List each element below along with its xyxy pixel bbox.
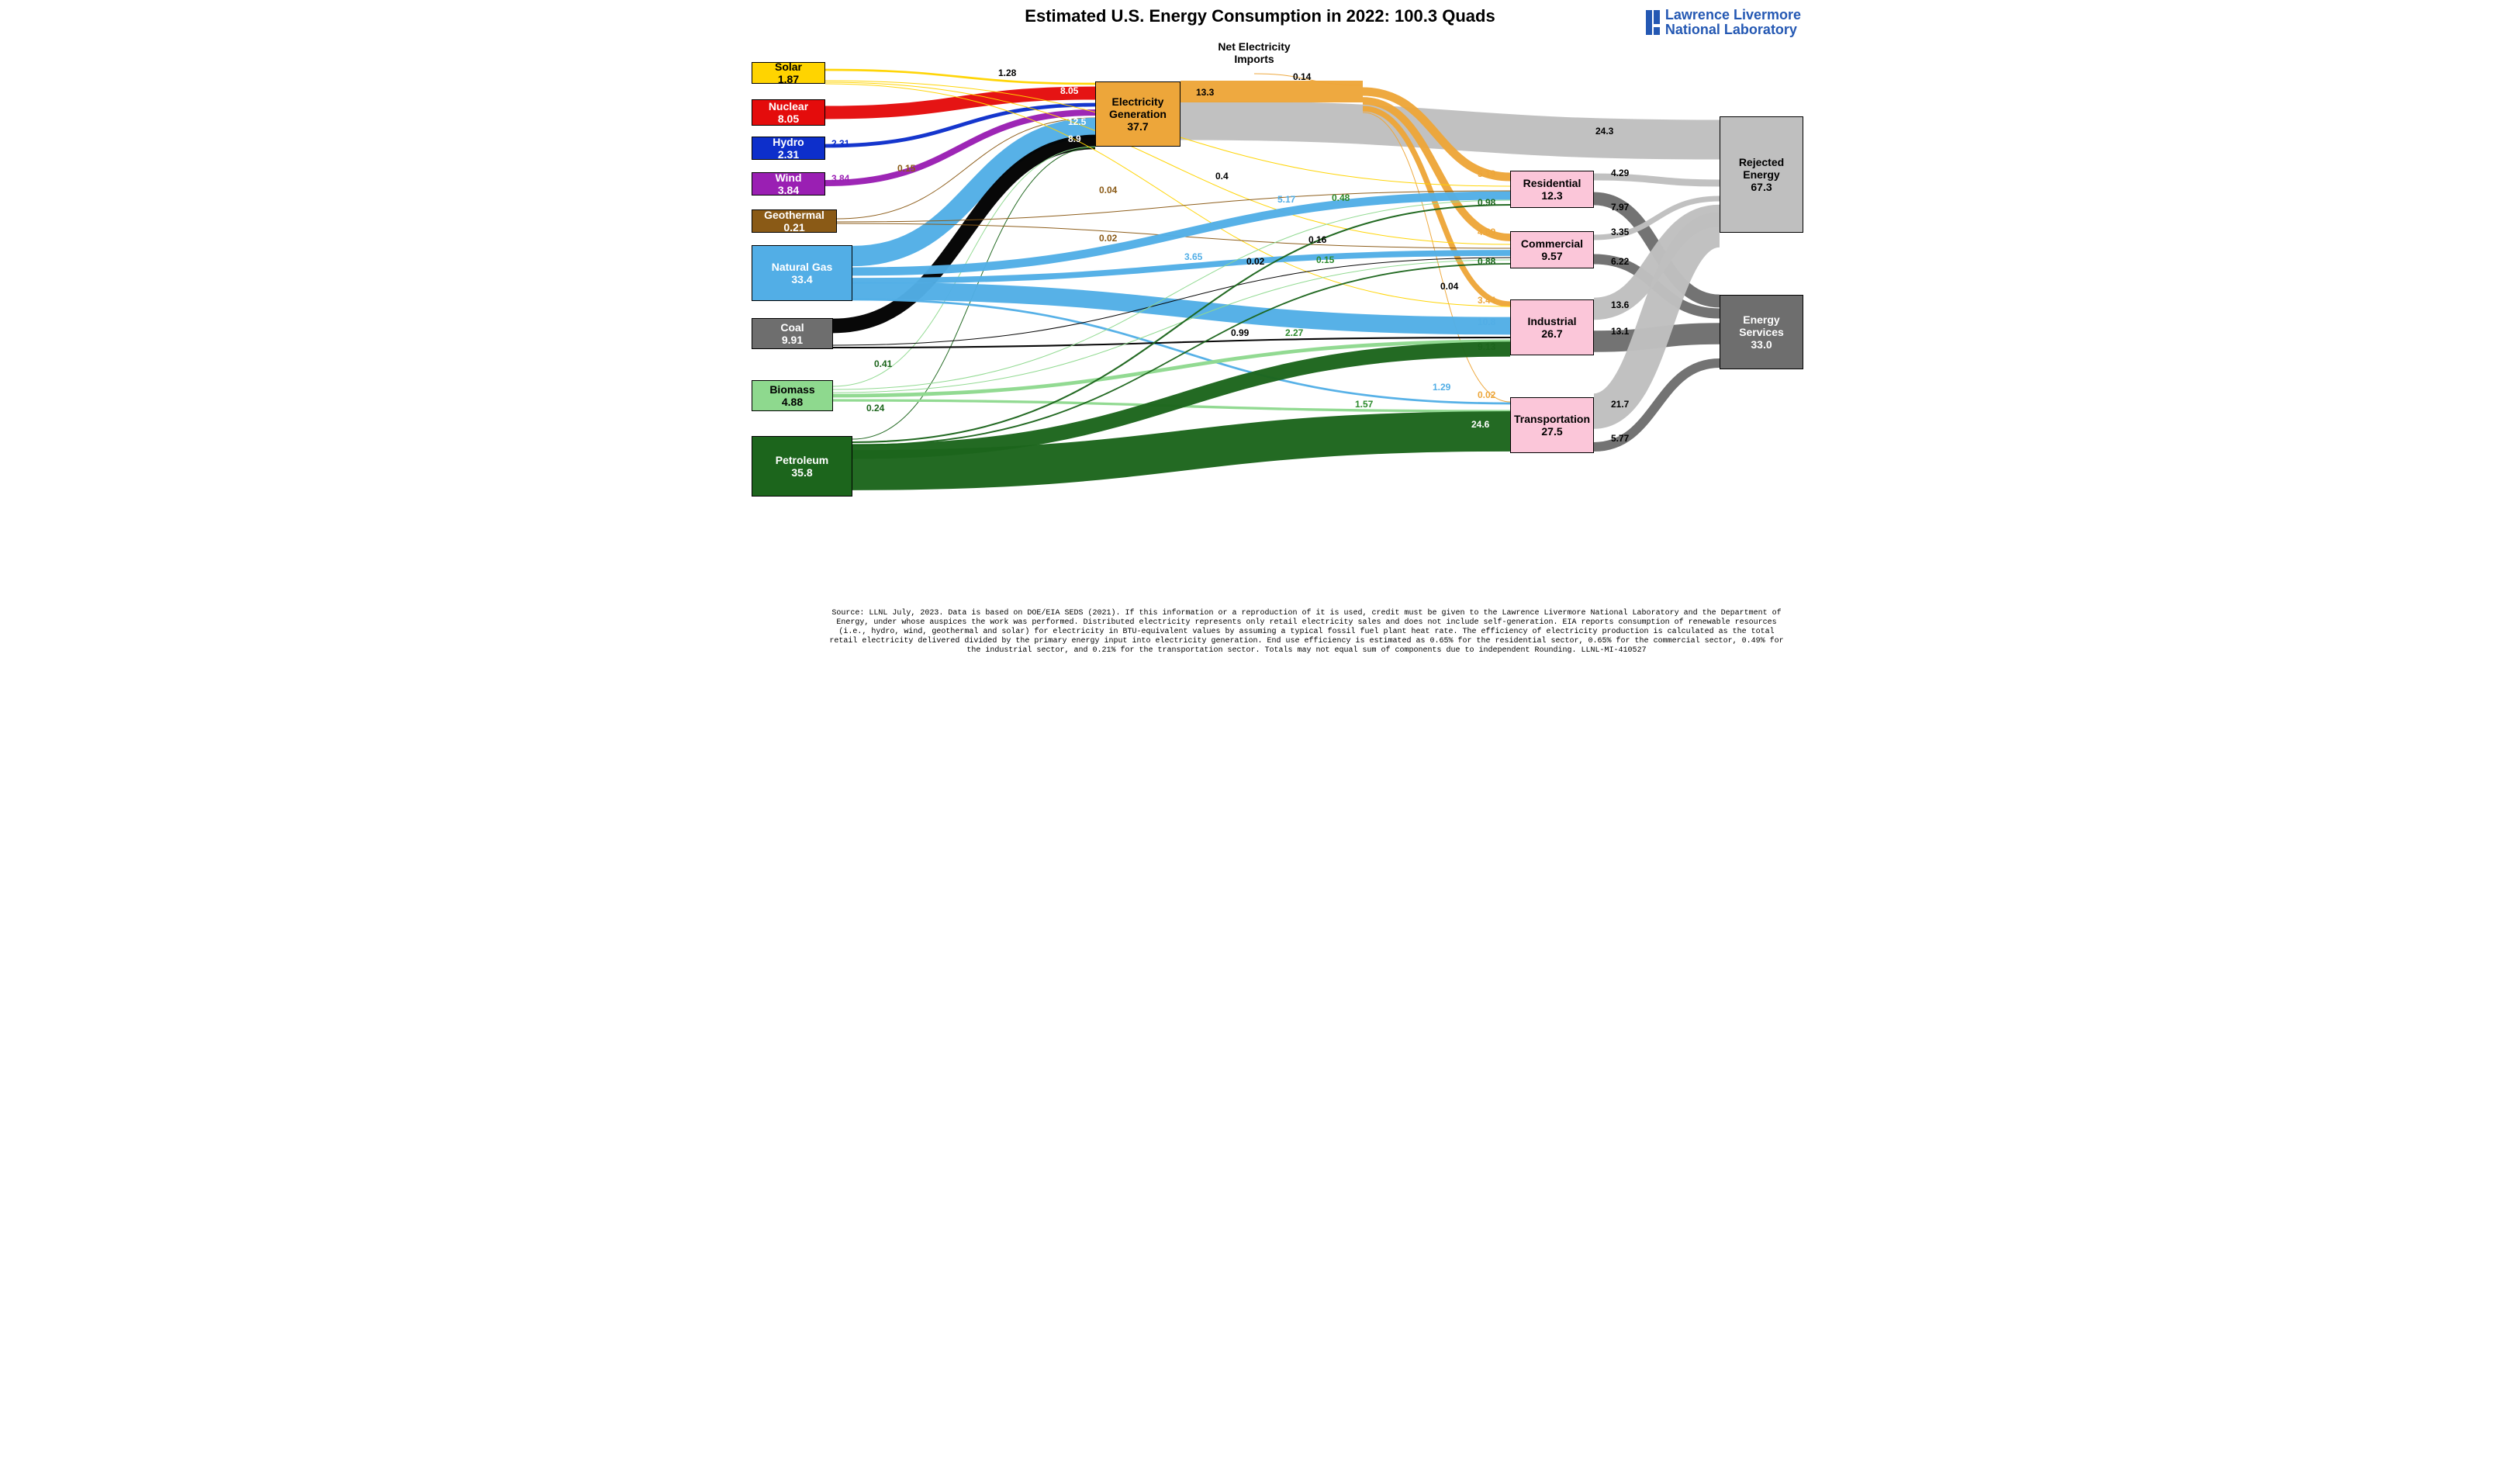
flow-label-natgas-residential: 5.17 <box>1277 194 1295 205</box>
node-wind-label: Wind <box>775 171 801 184</box>
flow-label-natgas-elecgen: 12.5 <box>1068 116 1086 127</box>
node-transportation: Transportation 27.5 <box>1510 397 1594 453</box>
flow-label-elecbus-industrial: 3.44 <box>1478 295 1495 306</box>
flow-label-elecbus-residential: 5.19 <box>1478 168 1495 179</box>
flow-label-natgas-transportation: 1.29 <box>1433 382 1450 393</box>
flow-label-natgas-industrial: 10.8 <box>1478 317 1495 327</box>
node-rejected-label: RejectedEnergy <box>1739 156 1784 181</box>
node-natgas-value: 33.4 <box>791 273 812 286</box>
node-geo: Geothermal 0.21 <box>752 209 837 233</box>
flow-label-biomass-residential: 0.48 <box>1332 192 1350 203</box>
node-residential-label: Residential <box>1523 177 1581 189</box>
node-wind-value: 3.84 <box>778 184 799 196</box>
node-commercial-value: 9.57 <box>1541 250 1562 262</box>
flow-label-petroleum-industrial: 9.13 <box>1478 341 1495 352</box>
node-elecgen-value: 37.7 <box>1127 120 1148 133</box>
node-transportation-label: Transportation <box>1514 413 1590 425</box>
flow-label-biomass-elecgen: 0.41 <box>874 358 892 369</box>
flow-label-solar-residential: 0.4 <box>1215 171 1229 182</box>
node-coal-value: 9.91 <box>782 334 803 346</box>
node-commercial: Commercial 9.57 <box>1510 231 1594 268</box>
net-imports-label: Net ElectricityImports <box>1200 40 1308 65</box>
flow-label-imports-elecbus: 0.14 <box>1293 71 1311 82</box>
node-residential: Residential 12.3 <box>1510 171 1594 208</box>
flow-label-elecgen-sectors: 13.3 <box>1196 87 1214 98</box>
sankey-diagram <box>688 0 1832 665</box>
node-solar: Solar 1.87 <box>752 62 825 84</box>
flow-label-transportation-rejected: 21.7 <box>1611 399 1629 410</box>
node-geo-label: Geothermal <box>764 209 824 221</box>
flow-natgas-to-industrial <box>852 291 1510 326</box>
node-petroleum-label: Petroleum <box>776 454 828 466</box>
flow-solar-to-elecgen <box>825 70 1095 84</box>
flow-label-natgas-commercial: 3.65 <box>1184 251 1202 262</box>
node-natgas: Natural Gas 33.4 <box>752 245 852 301</box>
node-services: EnergyServices 33.0 <box>1720 295 1803 369</box>
flow-label-nuclear-elecgen: 8.05 <box>1060 85 1078 96</box>
flow-elecgen-to-rejected <box>1180 120 1720 140</box>
flow-label-solar-industrial: 0.04 <box>1440 281 1458 292</box>
node-elecgen-label: ElectricityGeneration <box>1109 95 1167 120</box>
flow-label-biomass-industrial: 2.27 <box>1285 327 1303 338</box>
flow-label-commercial-rejected: 3.35 <box>1611 227 1629 237</box>
node-residential-value: 12.3 <box>1541 189 1562 202</box>
flow-label-residential-services: 7.97 <box>1611 202 1629 213</box>
flow-label-solar-commercial: 0.16 <box>1308 234 1326 245</box>
flow-label-commercial-services: 6.22 <box>1611 256 1629 267</box>
node-wind: Wind 3.84 <box>752 172 825 196</box>
flow-label-industrial-rejected: 13.6 <box>1611 299 1629 310</box>
node-nuclear-value: 8.05 <box>778 112 799 125</box>
node-biomass-value: 4.88 <box>782 396 803 408</box>
node-biomass-label: Biomass <box>769 383 814 396</box>
node-services-label: EnergyServices <box>1739 313 1784 338</box>
node-rejected: RejectedEnergy 67.3 <box>1720 116 1803 233</box>
node-transportation-value: 27.5 <box>1541 425 1562 438</box>
node-coal-label: Coal <box>780 321 804 334</box>
flow-label-industrial-services: 13.1 <box>1611 326 1629 337</box>
flow-label-petroleum-residential: 0.98 <box>1478 197 1495 208</box>
node-elecgen: ElectricityGeneration 37.7 <box>1095 81 1180 147</box>
node-nuclear-label: Nuclear <box>769 100 808 112</box>
flow-label-geo-commercial: 0.02 <box>1099 233 1117 244</box>
node-hydro: Hydro 2.31 <box>752 137 825 160</box>
footer-source-text: Source: LLNL July, 2023. Data is based o… <box>828 609 1785 656</box>
node-hydro-label: Hydro <box>773 136 804 148</box>
node-industrial: Industrial 26.7 <box>1510 299 1594 355</box>
flow-petroleum-to-transportation <box>852 431 1510 470</box>
flow-label-transportation-services: 5.77 <box>1611 433 1629 444</box>
flow-label-biomass-commercial: 0.15 <box>1316 254 1334 265</box>
flow-label-coal-commercial: 0.02 <box>1246 256 1264 267</box>
node-coal: Coal 9.91 <box>752 318 833 349</box>
node-nuclear: Nuclear 8.05 <box>752 99 825 126</box>
flow-label-coal-industrial: 0.99 <box>1231 327 1249 338</box>
flow-label-petroleum-transportation: 24.6 <box>1471 419 1489 430</box>
flow-label-biomass-transportation: 1.57 <box>1355 399 1373 410</box>
flow-label-residential-rejected: 4.29 <box>1611 168 1629 178</box>
node-petroleum-value: 35.8 <box>791 466 812 479</box>
node-petroleum: Petroleum 35.8 <box>752 436 852 497</box>
node-commercial-label: Commercial <box>1521 237 1583 250</box>
node-biomass: Biomass 4.88 <box>752 380 833 411</box>
node-solar-label: Solar <box>775 61 802 73</box>
node-geo-value: 0.21 <box>783 221 804 234</box>
node-industrial-value: 26.7 <box>1541 327 1562 340</box>
flow-label-elecbus-commercial: 4.69 <box>1478 227 1495 237</box>
flow-label-solar-elecgen: 1.28 <box>998 67 1016 78</box>
flow-label-geo-residential: 0.04 <box>1099 185 1117 196</box>
flow-label-elecgen-rejected: 24.3 <box>1595 126 1613 137</box>
flow-label-geo-elecgen: 0.15 <box>897 163 915 174</box>
flow-label-petroleum-elecgen: 0.24 <box>866 403 884 414</box>
flow-label-elecbus-transportation: 0.02 <box>1478 389 1495 400</box>
flow-label-wind-elecgen: 3.84 <box>831 173 849 184</box>
flow-label-coal-elecgen: 8.9 <box>1068 133 1081 144</box>
flow-label-hydro-elecgen: 2.31 <box>831 138 849 149</box>
node-hydro-value: 2.31 <box>778 148 799 161</box>
node-solar-value: 1.87 <box>778 73 799 85</box>
node-services-value: 33.0 <box>1751 338 1772 351</box>
flow-label-petroleum-commercial: 0.88 <box>1478 256 1495 267</box>
node-natgas-label: Natural Gas <box>772 261 833 273</box>
node-industrial-label: Industrial <box>1527 315 1576 327</box>
node-rejected-value: 67.3 <box>1751 181 1772 193</box>
